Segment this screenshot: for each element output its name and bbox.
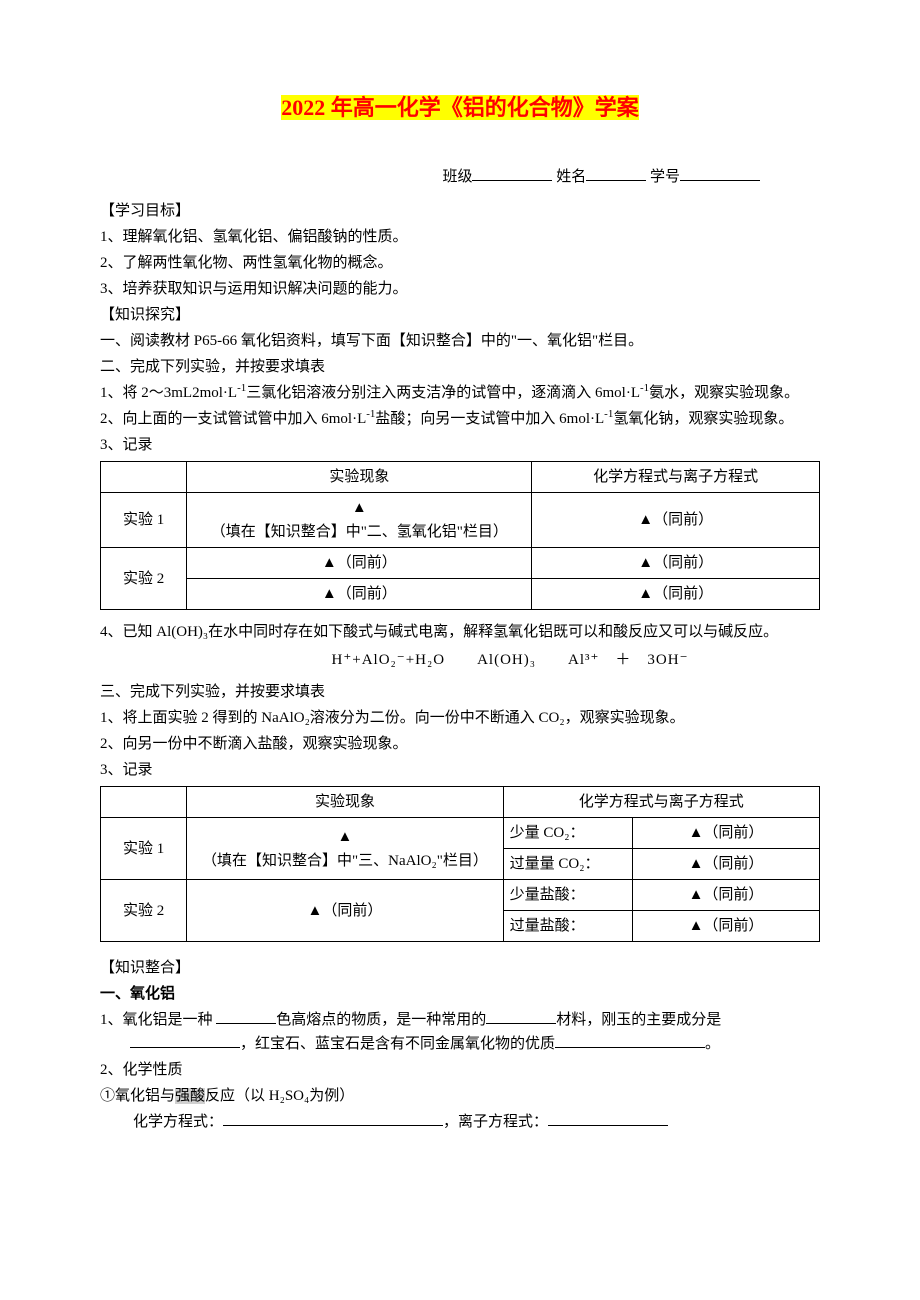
table-row: 实验 2 ▲（同前） 少量盐酸： ▲（同前）	[101, 880, 820, 911]
p3a: 1、将 2～3mL2mol·L	[100, 385, 237, 401]
blank-6[interactable]	[548, 1111, 668, 1126]
table-1: 实验现象 化学方程式与离子方程式 实验 1 ▲ （填在【知识整合】中"二、氢氧化…	[100, 461, 820, 610]
t2-r1c2a-v: ▲（同前）	[633, 818, 820, 849]
t1-r2c1: ▲（同前）	[187, 548, 532, 579]
name-label: 姓名	[556, 169, 586, 185]
goal-item-3: 3、培养获取知识与运用知识解决问题的能力。	[100, 277, 820, 301]
table-row: ▲（同前） ▲（同前）	[101, 579, 820, 610]
t2-r2: 实验 2	[101, 880, 187, 942]
t1-r1c1: ▲ （填在【知识整合】中"二、氢氧化铝"栏目）	[187, 493, 532, 548]
section-goal-head: 【学习目标】	[100, 199, 820, 223]
ip4a: 化学方程式：	[133, 1114, 223, 1130]
ip4b: ，离子方程式：	[443, 1114, 548, 1130]
eq-left: H⁺+AlO₂⁻+H₂O	[332, 652, 446, 668]
t1-r1c1a: ▲	[193, 496, 525, 520]
t1-r1c1b: （填在【知识整合】中"二、氢氧化铝"栏目）	[193, 520, 525, 544]
integrate-p2: 2、化学性质	[100, 1058, 820, 1082]
section-integrate-head: 【知识整合】	[100, 956, 820, 980]
t1-r3c1: ▲（同前）	[187, 579, 532, 610]
t1-h1: 实验现象	[187, 462, 532, 493]
ip1c: 材料，刚玉的主要成分是	[556, 1012, 721, 1028]
equation-line: H⁺+AlO₂⁻+H₂O Al(OH)₃ Al³⁺ ＋ 3OH⁻	[100, 648, 820, 672]
section-explore-head: 【知识探究】	[100, 303, 820, 327]
ip1d: ，红宝石、蓝宝石是含有不同金属氧化物的优质	[240, 1036, 555, 1052]
eq-mid: Al(OH)₃	[477, 652, 536, 668]
explore-4: 4、已知 Al(OH)₃在水中同时存在如下酸式与碱式电离，解释氢氧化铝既可以和酸…	[100, 620, 820, 644]
explore-p3: 1、将 2～3mL2mol·L-1三氯化铝溶液分别注入两支洁净的试管中，逐滴滴入…	[100, 381, 820, 405]
t2-r1c1b: （填在【知识整合】中"三、NaAlO₂"栏目）	[193, 849, 496, 873]
integrate-p1: 1、氧化铝是一种 色高熔点的物质，是一种常用的 材料，刚玉的主要成分是，红宝石、蓝…	[100, 1008, 820, 1056]
ip3b: 反应（以 H₂SO₄为例）	[205, 1088, 354, 1104]
blank-2[interactable]	[486, 1009, 556, 1024]
t2-r2c1: ▲（同前）	[187, 880, 503, 942]
ip3-hl: 强酸	[175, 1088, 205, 1104]
t2-r1c2b: 过量量 CO₂：	[503, 849, 632, 880]
integrate-p3: ①氧化铝与强酸反应（以 H₂SO₄为例）	[100, 1084, 820, 1108]
table-row: 实验 1 ▲ （填在【知识整合】中"二、氢氧化铝"栏目） ▲（同前）	[101, 493, 820, 548]
goal-item-2: 2、了解两性氧化物、两性氢氧化物的概念。	[100, 251, 820, 275]
p3c: 氨水，观察实验现象。	[649, 385, 799, 401]
p4c: 氢氧化钠，观察实验现象。	[613, 411, 793, 427]
t2-r1c2b-v: ▲（同前）	[633, 849, 820, 880]
t2-r1c1a: ▲	[193, 825, 496, 849]
id-blank[interactable]	[680, 166, 760, 181]
t1-r1: 实验 1	[101, 493, 187, 548]
p4a: 2、向上面的一支试管试管中加入 6mol·L	[100, 411, 366, 427]
blank-4[interactable]	[555, 1033, 705, 1048]
t2-h1: 实验现象	[187, 787, 503, 818]
table-row: 实验现象 化学方程式与离子方程式	[101, 462, 820, 493]
ip1e: 。	[705, 1036, 720, 1052]
sec3-p2: 2、向另一份中不断滴入盐酸，观察实验现象。	[100, 732, 820, 756]
sec3-p1: 1、将上面实验 2 得到的 NaAlO₂溶液分为二份。向一份中不断通入 CO₂，…	[100, 706, 820, 730]
document-title: 2022 年高一化学《铝的化合物》学案	[100, 90, 820, 125]
blank-3[interactable]	[130, 1033, 240, 1048]
p4b: 盐酸；向另一支试管中加入 6mol·L	[375, 411, 604, 427]
table-2: 实验现象 化学方程式与离子方程式 实验 1 ▲ （填在【知识整合】中"三、NaA…	[100, 786, 820, 942]
t1-h2: 化学方程式与离子方程式	[532, 462, 820, 493]
t2-r2c2b-v: ▲（同前）	[633, 911, 820, 942]
t2-r1: 实验 1	[101, 818, 187, 880]
blank-1[interactable]	[216, 1009, 276, 1024]
sec3-head: 三、完成下列实验，并按要求填表	[100, 680, 820, 704]
table-row: 实验现象 化学方程式与离子方程式	[101, 787, 820, 818]
explore-p1: 一、阅读教材 P65-66 氧化铝资料，填写下面【知识整合】中的"一、氧化铝"栏…	[100, 329, 820, 353]
blank-5[interactable]	[223, 1111, 443, 1126]
integrate-p4: 化学方程式： ，离子方程式：	[100, 1110, 820, 1134]
p3b: 三氯化铝溶液分别注入两支洁净的试管中，逐滴滴入 6mol·L	[246, 385, 640, 401]
class-label: 班级	[442, 169, 472, 185]
integrate-sub1: 一、氧化铝	[100, 982, 820, 1006]
eq-right: Al³⁺ ＋ 3OH⁻	[568, 652, 689, 668]
t2-h2: 化学方程式与离子方程式	[503, 787, 819, 818]
ip1b: 色高熔点的物质，是一种常用的	[276, 1012, 486, 1028]
explore-p4: 2、向上面的一支试管试管中加入 6mol·L-1盐酸；向另一支试管中加入 6mo…	[100, 407, 820, 431]
t1-r2c2: ▲（同前）	[532, 548, 820, 579]
t1-r2: 实验 2	[101, 548, 187, 610]
t1-r1c2: ▲（同前）	[532, 493, 820, 548]
table-row: 实验 2 ▲（同前） ▲（同前）	[101, 548, 820, 579]
ip1a: 1、氧化铝是一种	[100, 1012, 216, 1028]
title-text: 2022 年高一化学《铝的化合物》学案	[281, 95, 639, 120]
t2-r2c2a: 少量盐酸：	[503, 880, 632, 911]
t2-r1c1: ▲ （填在【知识整合】中"三、NaAlO₂"栏目）	[187, 818, 503, 880]
table-row: 实验 1 ▲ （填在【知识整合】中"三、NaAlO₂"栏目） 少量 CO₂： ▲…	[101, 818, 820, 849]
sec3-p3: 3、记录	[100, 758, 820, 782]
goal-item-1: 1、理解氧化铝、氢氧化铝、偏铝酸钠的性质。	[100, 225, 820, 249]
explore-p2: 二、完成下列实验，并按要求填表	[100, 355, 820, 379]
ip3a: ①氧化铝与	[100, 1088, 175, 1104]
t2-r2c2a-v: ▲（同前）	[633, 880, 820, 911]
id-label: 学号	[650, 169, 680, 185]
name-blank[interactable]	[586, 166, 646, 181]
t2-r2c2b: 过量盐酸：	[503, 911, 632, 942]
class-blank[interactable]	[472, 166, 552, 181]
explore-p5: 3、记录	[100, 433, 820, 457]
t2-r1c2a: 少量 CO₂：	[503, 818, 632, 849]
t1-r3c2: ▲（同前）	[532, 579, 820, 610]
student-info-line: 班级 姓名 学号	[100, 165, 820, 189]
